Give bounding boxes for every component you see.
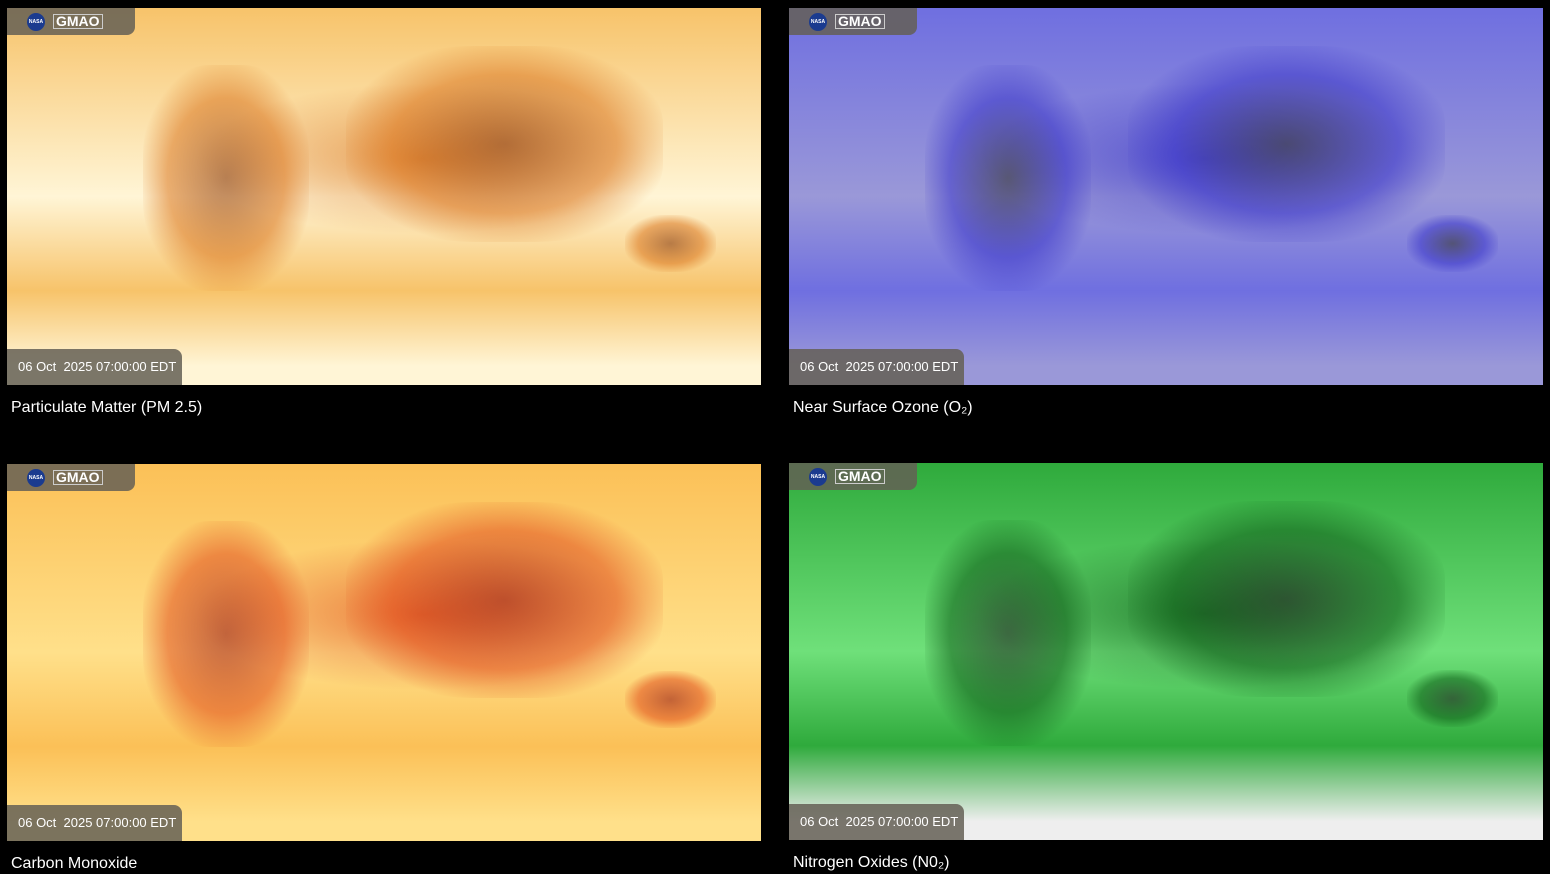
- map-image[interactable]: NASA GMAO 06 Oct 2025 07:00:00 EDT: [7, 464, 761, 841]
- continent-africa-eurasia: [346, 45, 663, 242]
- gmao-logo: NASA GMAO: [789, 8, 917, 35]
- nasa-logo-icon: NASA: [809, 12, 827, 31]
- nasa-logo-icon: NASA: [809, 467, 827, 486]
- map-title[interactable]: Carbon Monoxide: [11, 855, 138, 872]
- continent-americas: [924, 64, 1091, 291]
- gmao-label: GMAO: [835, 469, 885, 484]
- continent-australia: [625, 671, 716, 728]
- continent-americas: [924, 519, 1091, 746]
- continent-africa-eurasia: [346, 501, 663, 698]
- continent-australia: [625, 215, 716, 272]
- continent-australia: [1407, 215, 1498, 272]
- map-title[interactable]: Nitrogen Oxides (N0₂): [793, 854, 950, 871]
- nasa-logo-icon: NASA: [27, 12, 45, 31]
- timestamp: 06 Oct 2025 07:00:00 EDT: [789, 349, 965, 385]
- continent-africa-eurasia: [1128, 45, 1445, 242]
- gmao-logo: NASA GMAO: [789, 463, 917, 490]
- map-card-0[interactable]: NASA GMAO 06 Oct 2025 07:00:00 EDT Parti…: [7, 8, 761, 417]
- map-image[interactable]: NASA GMAO 06 Oct 2025 07:00:00 EDT: [789, 463, 1543, 840]
- gmao-label: GMAO: [53, 470, 103, 485]
- map-title[interactable]: Near Surface Ozone (O₂): [793, 399, 973, 416]
- nasa-logo-icon: NASA: [27, 468, 45, 487]
- timestamp: 06 Oct 2025 07:00:00 EDT: [7, 805, 183, 841]
- map-title[interactable]: Particulate Matter (PM 2.5): [11, 399, 203, 416]
- continent-americas: [142, 520, 309, 747]
- gmao-label: GMAO: [53, 14, 103, 29]
- map-card-2[interactable]: NASA GMAO 06 Oct 2025 07:00:00 EDT Carbo…: [7, 464, 761, 873]
- continent-africa-eurasia: [1128, 500, 1445, 697]
- continent-australia: [1407, 670, 1498, 727]
- gmao-logo: NASA GMAO: [7, 8, 135, 35]
- gmao-label: GMAO: [835, 14, 885, 29]
- map-image[interactable]: NASA GMAO 06 Oct 2025 07:00:00 EDT: [789, 8, 1543, 385]
- timestamp: 06 Oct 2025 07:00:00 EDT: [7, 349, 183, 385]
- map-card-3[interactable]: NASA GMAO 06 Oct 2025 07:00:00 EDT Nitro…: [789, 463, 1543, 872]
- continent-americas: [142, 64, 309, 291]
- gmao-logo: NASA GMAO: [7, 464, 135, 491]
- map-card-1[interactable]: NASA GMAO 06 Oct 2025 07:00:00 EDT Near …: [789, 8, 1543, 417]
- timestamp: 06 Oct 2025 07:00:00 EDT: [789, 804, 965, 840]
- map-image[interactable]: NASA GMAO 06 Oct 2025 07:00:00 EDT: [7, 8, 761, 385]
